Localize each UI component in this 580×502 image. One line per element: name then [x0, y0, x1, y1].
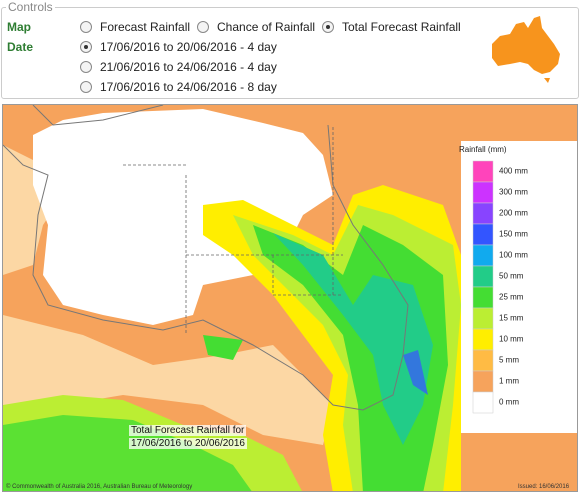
radio-button[interactable]	[322, 21, 334, 33]
legend-swatch	[472, 160, 494, 183]
legend-label: 150 mm	[499, 230, 528, 239]
legend-swatch	[472, 265, 494, 288]
legend-label: 10 mm	[499, 335, 524, 344]
legend-label: 300 mm	[499, 188, 528, 197]
legend-swatch	[472, 307, 494, 330]
legend-label: 5 mm	[499, 356, 519, 365]
rainfall-map: Rainfall (mm) 400 mm 300 mm 200 mm 150 mm 100…	[2, 104, 578, 492]
radio-label[interactable]: 17/06/2016 to 20/06/2016 - 4 day	[100, 40, 277, 54]
radio-label[interactable]: Forecast Rainfall	[100, 20, 191, 34]
legend-swatch	[472, 391, 494, 414]
legend-label: 25 mm	[499, 293, 524, 302]
legend-title: Rainfall (mm)	[459, 145, 507, 154]
legend-label: 1 mm	[499, 377, 519, 386]
legend-swatch	[472, 181, 494, 204]
date-label: Date	[7, 40, 34, 54]
legend-label: 15 mm	[499, 314, 524, 323]
issued-date: Issued: 16/06/2016	[518, 484, 570, 490]
radio-button[interactable]	[80, 61, 92, 73]
copyright: © Commonwealth of Australia 2016, Austra…	[6, 484, 193, 490]
legend-label: 50 mm	[499, 272, 524, 281]
radio-button[interactable]	[80, 21, 92, 33]
map-caption: 17/06/2016 to 20/06/2016	[129, 438, 247, 449]
radio-label[interactable]: Total Forecast Rainfall	[342, 20, 461, 34]
legend-label: 400 mm	[499, 167, 528, 176]
legend-label: 0 mm	[499, 398, 519, 407]
map-caption: Total Forecast Rainfall for	[129, 425, 247, 436]
radio-button[interactable]	[80, 81, 92, 93]
radio-label[interactable]: Chance of Rainfall	[217, 20, 316, 34]
legend-swatch	[472, 202, 494, 225]
legend-label: 100 mm	[499, 251, 528, 260]
radio-option[interactable]: 21/06/2016 to 24/06/2016 - 4 day	[80, 60, 277, 74]
legend-swatch	[472, 286, 494, 309]
legend-label: 200 mm	[499, 209, 528, 218]
map-image: Rainfall (mm) 400 mm 300 mm 200 mm 150 mm 100…	[3, 105, 577, 491]
map-label: Map	[7, 20, 31, 34]
radio-button[interactable]	[80, 41, 92, 53]
controls-title: Controls	[6, 0, 55, 14]
radio-label[interactable]: 21/06/2016 to 24/06/2016 - 4 day	[100, 60, 277, 74]
australia-icon	[492, 16, 560, 83]
controls-panel: Controls Map Date Forecast Rainfall Chanc…	[1, 0, 579, 99]
radio-option[interactable]: 17/06/2016 to 24/06/2016 - 8 day	[80, 80, 277, 94]
radio-option[interactable]: 17/06/2016 to 20/06/2016 - 4 day	[80, 40, 277, 54]
radio-label[interactable]: 17/06/2016 to 24/06/2016 - 8 day	[100, 80, 277, 94]
radio-option[interactable]: Chance of Rainfall	[197, 20, 315, 34]
radio-option[interactable]: Total Forecast Rainfall	[322, 20, 461, 34]
legend-swatch	[472, 223, 494, 246]
legend-swatch	[472, 349, 494, 372]
legend-swatch	[472, 328, 494, 351]
legend-swatch	[472, 370, 494, 393]
radio-option[interactable]: Forecast Rainfall	[80, 20, 190, 34]
radio-button[interactable]	[197, 21, 209, 33]
legend-swatch	[472, 244, 494, 267]
